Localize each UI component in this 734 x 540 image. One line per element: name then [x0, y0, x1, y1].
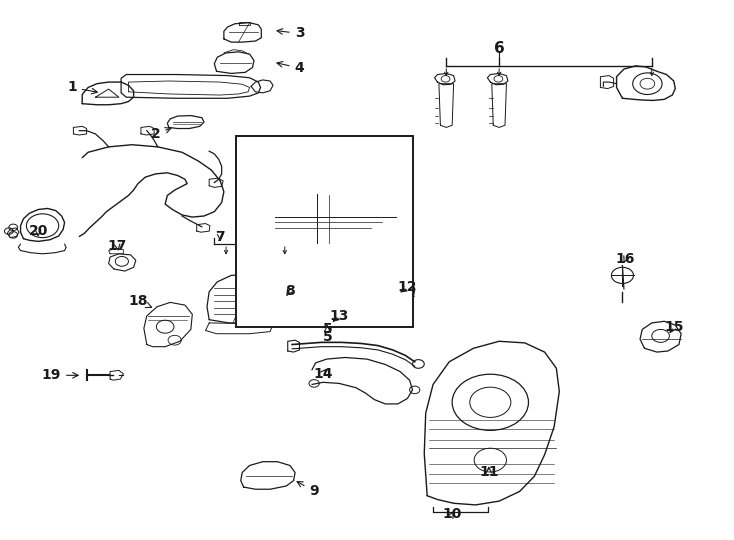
Text: 8: 8: [285, 284, 295, 298]
Bar: [236, 136, 413, 327]
Text: 2: 2: [150, 127, 171, 141]
Text: 14: 14: [313, 367, 333, 381]
Text: 17: 17: [108, 239, 127, 253]
Text: 10: 10: [443, 507, 462, 521]
Text: 18: 18: [128, 294, 151, 308]
Text: 19: 19: [42, 368, 79, 382]
Text: 5: 5: [322, 322, 333, 336]
Text: 15: 15: [664, 320, 683, 334]
Text: 13: 13: [330, 309, 349, 323]
Text: 7: 7: [215, 230, 225, 244]
Text: 6: 6: [494, 41, 504, 56]
Text: 12: 12: [398, 280, 417, 294]
Text: 1: 1: [67, 80, 98, 94]
Text: 3: 3: [277, 26, 305, 40]
Text: 5: 5: [322, 330, 333, 345]
Text: 9: 9: [297, 482, 319, 498]
Text: 16: 16: [616, 252, 635, 266]
Text: 11: 11: [479, 465, 498, 480]
Text: 4: 4: [277, 61, 305, 75]
Text: 20: 20: [29, 224, 48, 238]
